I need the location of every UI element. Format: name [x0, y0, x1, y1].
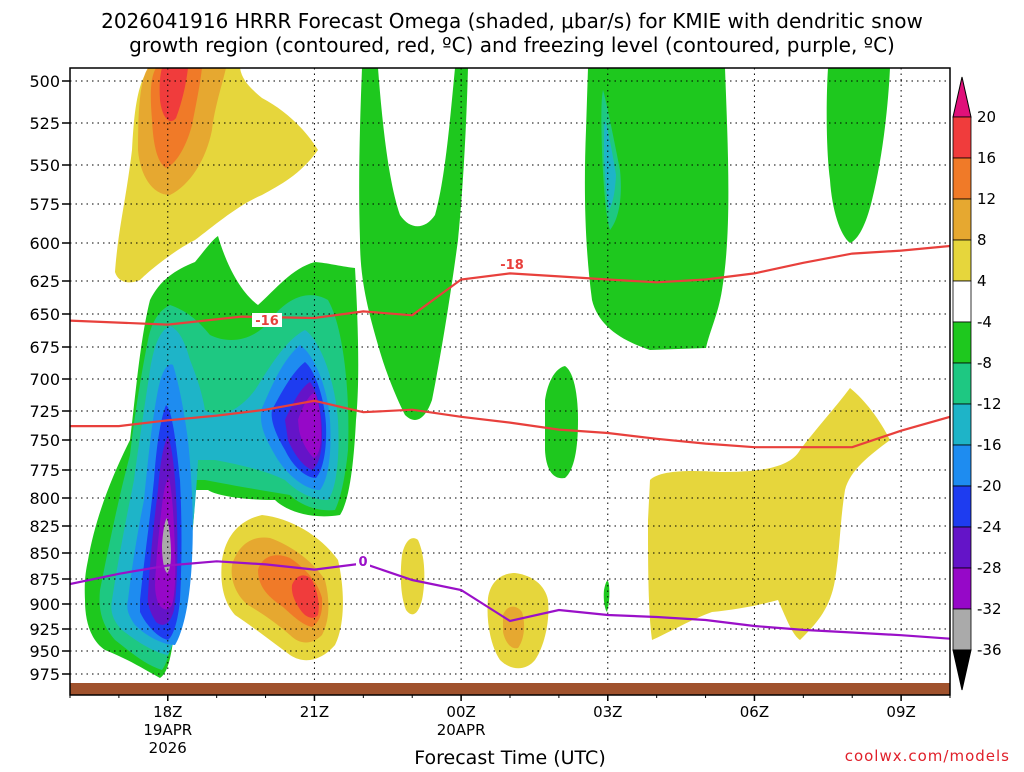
y-tick-label: 550 — [29, 156, 60, 175]
gridlines — [70, 68, 950, 695]
y-tick-label: 525 — [29, 114, 60, 133]
y-tick-label: 625 — [29, 272, 60, 291]
terrain-strip — [70, 683, 950, 695]
colorbar-label: -28 — [977, 559, 1002, 577]
y-tick-label: 650 — [29, 305, 60, 324]
colorbar-swatch — [952, 403, 972, 446]
contour-label-bg-3 — [356, 554, 370, 568]
contour-label-bg-2 — [252, 313, 282, 327]
colorbar-swatch — [952, 321, 972, 364]
x-tick-year: 2026 — [149, 739, 187, 757]
x-tick-date: 19APR — [143, 721, 192, 739]
dgz-upper-label-secondary: -16 — [255, 314, 279, 329]
x-axis-title: Forecast Time (UTC) — [414, 747, 605, 768]
y-tick-label: 925 — [29, 620, 60, 639]
colorbar-label: 8 — [977, 231, 987, 249]
colorbar-label: 20 — [977, 108, 996, 126]
y-tick-label: 775 — [29, 461, 60, 480]
y-tick-label: 700 — [29, 370, 60, 389]
x-tick-label: 18Z — [153, 703, 182, 721]
x-tick-label: 09Z — [886, 703, 915, 721]
y-tick-label: 850 — [29, 544, 60, 563]
omega-fill-negative-4-column1 — [359, 68, 468, 420]
y-tick-label: 575 — [29, 195, 60, 214]
omega-fill-positive-8-patch2 — [503, 606, 525, 649]
y-tick-label: 675 — [29, 338, 60, 357]
colorbar-label: 4 — [977, 272, 987, 290]
colorbar-label: -8 — [977, 354, 992, 372]
omega-fill-positive-4-patch1 — [400, 538, 425, 615]
colorbar-swatch — [952, 444, 972, 487]
omega-fill-negative-28-left — [155, 392, 321, 610]
y-tick-label: 750 — [29, 431, 60, 450]
y-tick-label: 600 — [29, 234, 60, 253]
chart-title-line2: growth region (contoured, red, ºC) and f… — [129, 33, 895, 57]
omega-fill-negative-4-sliver — [603, 580, 610, 612]
omega-fill-negative-4-blob — [545, 366, 578, 479]
colorbar-bottom-arrow — [952, 649, 972, 691]
colorbar-swatch — [952, 280, 972, 323]
colorbar-swatch — [952, 362, 972, 405]
omega-fill-positive-16-lower — [291, 575, 319, 618]
colorbar-swatch — [952, 198, 972, 241]
credit-text: coolwx.com/models — [845, 747, 1010, 765]
colorbar-swatch — [952, 239, 972, 282]
colorbar-swatch — [952, 116, 972, 159]
x-tick-label: 06Z — [740, 703, 769, 721]
colorbar-label: -20 — [977, 477, 1002, 495]
y-tick-label: 825 — [29, 517, 60, 536]
y-tick-label: 875 — [29, 570, 60, 589]
dgz-upper-contour — [70, 244, 950, 326]
colorbar-label: 12 — [977, 190, 996, 208]
freezing-level-contour — [70, 560, 950, 640]
y-tick-label: 800 — [29, 489, 60, 508]
colorbar-swatch — [952, 157, 972, 200]
colorbar-swatch — [952, 485, 972, 528]
colorbar-label: -16 — [977, 436, 1002, 454]
colorbar-label: -4 — [977, 313, 992, 331]
colorbar: 20 16 12 8 4 -4 -8 -12 -16 -20 -24 -28 -32 -36 — [952, 76, 1002, 691]
y-tick-label: 975 — [29, 665, 60, 684]
colorbar-swatch — [952, 567, 972, 610]
colorbar-swatch — [952, 526, 972, 569]
y-tick-label: 500 — [29, 72, 60, 91]
colorbar-top-arrow — [952, 76, 972, 118]
contours — [70, 244, 950, 640]
contour-labels: -18 -16 0 — [252, 257, 527, 570]
omega-fill-positive-4-right — [648, 388, 890, 640]
y-tick-label: 725 — [29, 402, 60, 421]
colorbar-label: -32 — [977, 600, 1002, 618]
x-tick-label: 00Z — [446, 703, 475, 721]
freezing-level-label: 0 — [358, 555, 367, 570]
x-tick-date: 20APR — [437, 721, 486, 739]
colorbar-label: 16 — [977, 149, 996, 167]
omega-fill-negative-20-left — [140, 362, 327, 640]
y-axis: 500 525 550 575 600 625 650 675 700 725 750 775 800 8… — [29, 72, 70, 684]
dgz-lower-contour — [70, 399, 950, 449]
colorbar-label: -12 — [977, 395, 1002, 413]
chart-title-line1: 2026041916 HRRR Forecast Omega (shaded, … — [101, 9, 923, 33]
y-tick-label: 950 — [29, 642, 60, 661]
dgz-upper-label: -18 — [500, 258, 524, 273]
omega-fill-negative-4-column3 — [826, 68, 890, 243]
omega-fill-negative-32-left — [162, 518, 171, 573]
colorbar-swatch — [952, 608, 972, 651]
y-tick-label: 900 — [29, 595, 60, 614]
x-tick-label: 21Z — [300, 703, 329, 721]
contour-label-bg-1 — [497, 257, 527, 271]
colorbar-label: -36 — [977, 641, 1002, 659]
colorbar-label: -24 — [977, 518, 1002, 536]
x-tick-label: 03Z — [593, 703, 622, 721]
